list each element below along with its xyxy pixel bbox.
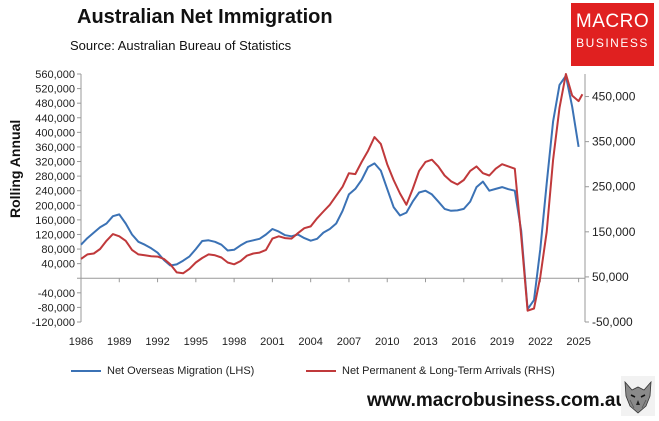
x-tick-label: 2016: [452, 336, 476, 348]
legend-swatch-rhs: [306, 370, 336, 372]
chart-source: Source: Australian Bureau of Statistics: [70, 38, 292, 53]
legend-label-lhs: Net Overseas Migration (LHS): [107, 365, 255, 377]
y-left-tick-label: 80,000: [41, 244, 75, 256]
x-tick-label: 1995: [184, 336, 208, 348]
x-tick-label: 2019: [490, 336, 514, 348]
macrobusiness-logo[interactable]: MACRO BUSINESS: [571, 3, 654, 66]
logo-line-2: BUSINESS: [576, 36, 649, 50]
y-right-tick-label: 150,000: [592, 225, 636, 239]
x-tick-label: 1986: [69, 336, 93, 348]
x-tick-label: 2013: [413, 336, 437, 348]
y-left-tick-label: 320,000: [35, 157, 75, 169]
x-tick-label: 2010: [375, 336, 399, 348]
website-url[interactable]: www.macrobusiness.com.au: [367, 390, 628, 411]
legend-item-lhs: Net Overseas Migration (LHS): [71, 365, 254, 377]
y-right-tick-label: 50,000: [592, 270, 629, 284]
chart-title: Australian Net Immigration: [77, 6, 333, 28]
x-tick-label: 1989: [107, 336, 131, 348]
y-left-tick-label: 280,000: [35, 171, 75, 183]
y-left-tick-label: -40,000: [38, 288, 75, 300]
y-left-tick-label: -80,000: [38, 302, 75, 314]
y-left-tick-label: 240,000: [35, 186, 75, 198]
y-left-tick-label: 440,000: [35, 113, 75, 125]
y-right-tick-label: 350,000: [592, 135, 636, 149]
legend-item-rhs: Net Permanent & Long-Term Arrivals (RHS): [306, 365, 555, 377]
x-tick-label: 2025: [566, 336, 590, 348]
wolf-head-icon: [621, 376, 655, 416]
y-left-tick-label: 120,000: [35, 229, 75, 241]
x-tick-label: 1992: [145, 336, 169, 348]
x-tick-label: 2007: [337, 336, 361, 348]
logo-line-1: MACRO: [575, 11, 650, 32]
y-left-tick-label: 200,000: [35, 200, 75, 212]
y-right-tick-label: -50,000: [592, 315, 633, 329]
y-left-tick-label: 160,000: [35, 215, 75, 227]
y-right-tick-label: 250,000: [592, 180, 636, 194]
series-line-net-permanent-long-term-arrivals: [80, 73, 584, 312]
legend-label-rhs: Net Permanent & Long-Term Arrivals (RHS): [342, 365, 555, 377]
legend-swatch-lhs: [71, 370, 101, 372]
y-left-tick-label: 560,000: [35, 69, 75, 81]
y-left-tick-label: 360,000: [35, 142, 75, 154]
y-left-tick-label: -120,000: [32, 317, 75, 329]
x-tick-label: 2022: [528, 336, 552, 348]
y-left-tick-label: 520,000: [35, 84, 75, 96]
y-right-tick-label: 450,000: [592, 90, 636, 104]
y-left-tick-label: 40,000: [41, 259, 75, 271]
series-line-net-overseas-migration: [80, 74, 580, 311]
x-tick-label: 2001: [260, 336, 284, 348]
x-tick-label: 2004: [298, 336, 322, 348]
y-left-tick-label: 480,000: [35, 98, 75, 110]
y-left-tick-label: 400,000: [35, 127, 75, 139]
x-tick-label: 1998: [222, 336, 246, 348]
